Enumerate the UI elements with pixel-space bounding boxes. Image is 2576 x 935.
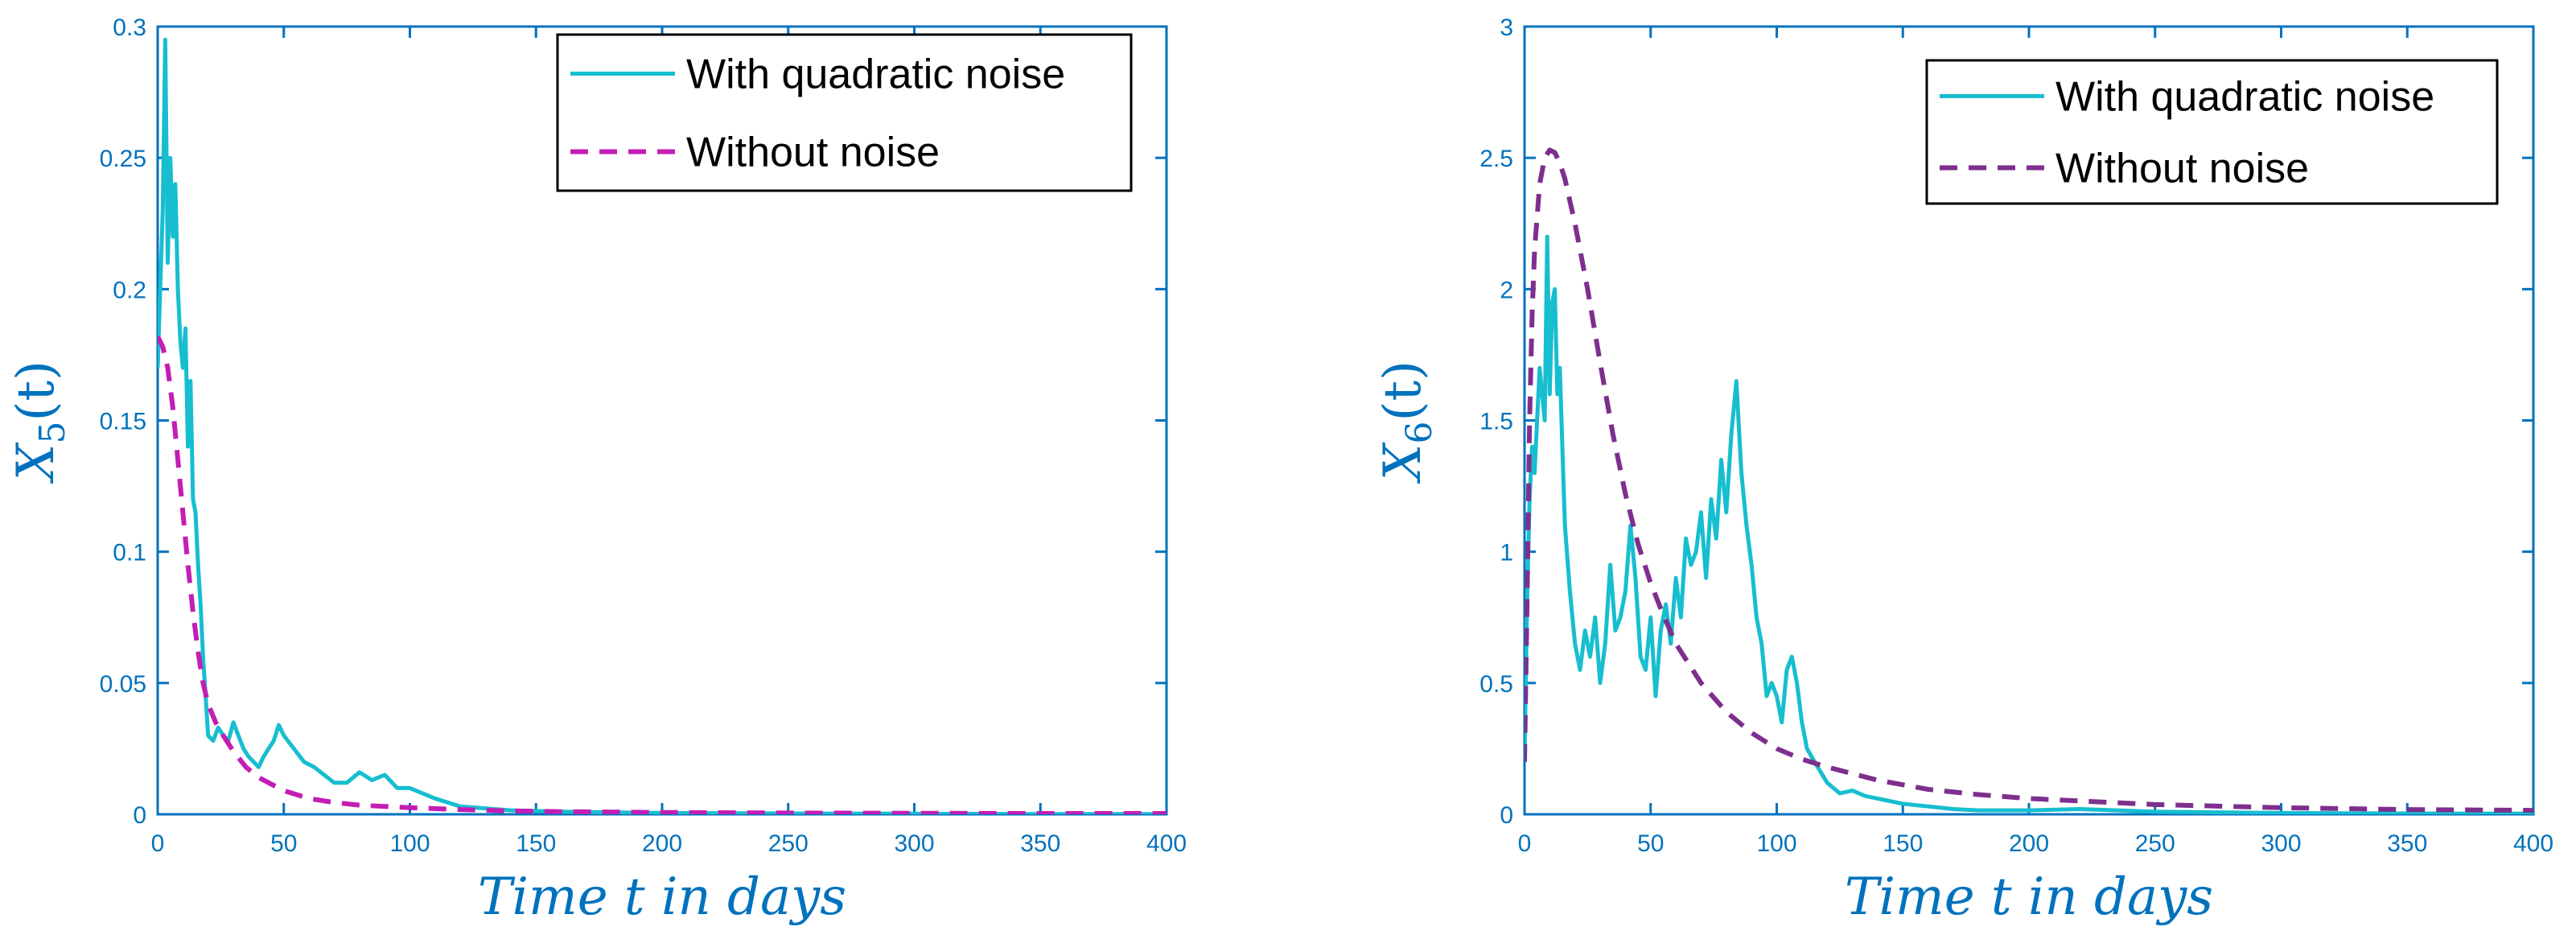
legend-label: With quadratic noise <box>2055 74 2434 121</box>
y-tick-label: 1.5 <box>1479 409 1513 435</box>
x-tick-label: 200 <box>642 830 682 857</box>
x-tick-label: 200 <box>2009 830 2049 857</box>
y-tick-label: 0.25 <box>100 146 146 172</box>
legend-box <box>1925 59 2499 205</box>
x-tick-label: 100 <box>389 830 430 857</box>
y-axis-title-subscript: 5 <box>32 422 73 444</box>
y-tick-label: 1 <box>1500 540 1513 566</box>
y-tick-label: 0.2 <box>113 277 146 303</box>
y-tick-label: 3 <box>1500 14 1513 41</box>
x-axis-title: Time t in days <box>1845 867 2213 927</box>
legend-box <box>556 33 1133 192</box>
x-tick-label: 250 <box>768 830 809 857</box>
y-tick-label: 0.15 <box>100 409 146 435</box>
y-tick-label: 2.5 <box>1479 146 1513 172</box>
x-tick-label: 150 <box>1883 830 1923 857</box>
x-tick-label: 400 <box>2513 830 2553 857</box>
x-tick-label: 0 <box>151 830 165 857</box>
legend-label: With quadratic noise <box>686 51 1065 98</box>
y-tick-label: 0.05 <box>100 671 146 698</box>
x-tick-label: 100 <box>1756 830 1796 857</box>
x-tick-label: 350 <box>1020 830 1060 857</box>
y-axis-title: X6(t) <box>1373 360 1440 484</box>
y-axis-title-subscript: 6 <box>1399 422 1440 444</box>
x-tick-label: 50 <box>270 830 297 857</box>
y-tick-label: 2 <box>1500 277 1513 303</box>
legend-label: Without noise <box>2055 146 2309 192</box>
x-tick-label: 0 <box>1518 830 1532 857</box>
y-axis-title-rest: (t) <box>6 360 66 422</box>
series-line-without-noise <box>158 335 1167 814</box>
series-line-with-quadratic-noise <box>1525 234 2533 814</box>
x-tick-label: 150 <box>516 830 556 857</box>
x-tick-label: 250 <box>2135 830 2175 857</box>
x-tick-label: 400 <box>1146 830 1187 857</box>
y-axis-title-base: X <box>6 442 66 484</box>
series-line-without-noise <box>1525 147 2533 813</box>
x-axis-title: Time t in days <box>478 867 846 927</box>
y-tick-label: 0 <box>133 802 146 829</box>
y-tick-label: 0.5 <box>1479 671 1513 698</box>
x-tick-label: 50 <box>1637 830 1664 857</box>
chart-panel-left: 0 50 100 150 200 250 300 350 400 0 0.05 0.1 0.15 0.2 0… <box>6 14 1187 927</box>
chart-panel-right: 0 50 100 150 200 250 300 350 400 0 0.5 1 1.5 2 2.5 3 Tim… <box>1373 14 2553 927</box>
y-axis-title: X5(t) <box>6 360 73 484</box>
x-tick-label: 300 <box>2261 830 2301 857</box>
legend-label: Without noise <box>686 130 940 176</box>
x-tick-label: 350 <box>2387 830 2427 857</box>
y-axis-title-base: X <box>1373 442 1433 484</box>
y-tick-label: 0.1 <box>113 540 146 566</box>
x-tick-label: 300 <box>894 830 934 857</box>
series-line-with-quadratic-noise <box>158 37 1167 814</box>
y-tick-label: 0.3 <box>113 14 146 41</box>
y-tick-label: 0 <box>1500 802 1513 829</box>
y-axis-title-rest: (t) <box>1373 360 1433 422</box>
